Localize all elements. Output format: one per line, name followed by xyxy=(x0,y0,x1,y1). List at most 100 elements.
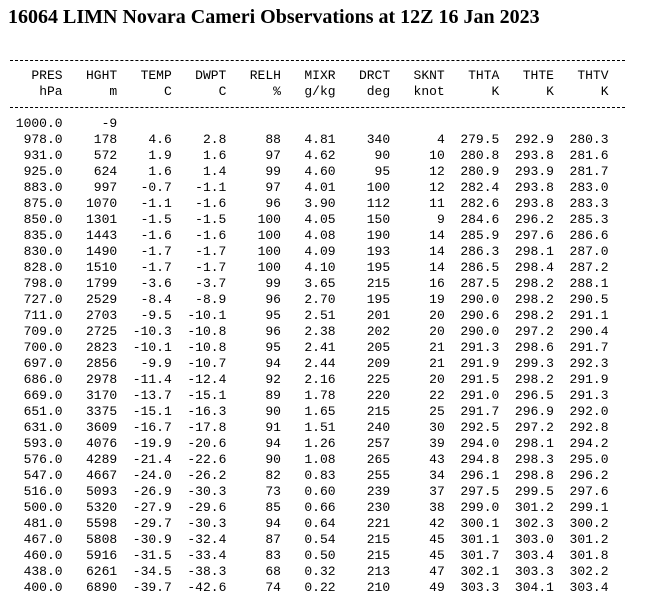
cell: 21 xyxy=(429,356,445,371)
cell: 1490 xyxy=(85,244,118,259)
cell: 2703 xyxy=(85,308,118,323)
cell: 14 xyxy=(429,244,445,259)
cell: 97 xyxy=(265,148,281,163)
cell: 0.50 xyxy=(304,548,336,563)
column-unit: C xyxy=(218,84,227,99)
cell: 190 xyxy=(366,228,391,243)
cell: 178 xyxy=(93,132,118,147)
cell: 828.0 xyxy=(23,260,63,275)
cell: 299.3 xyxy=(514,356,554,371)
column-unit: hPa xyxy=(39,84,63,99)
cell: 298.2 xyxy=(514,276,554,291)
cell: 291.1 xyxy=(569,308,609,323)
cell: 215 xyxy=(366,404,391,419)
data-row: 467.0 5808 -30.9 -32.4 87 0.54 215 45 301.1 303.0… xyxy=(8,532,609,548)
cell: 301.8 xyxy=(569,548,609,563)
cell: 39 xyxy=(429,436,445,451)
cell: 4667 xyxy=(85,468,118,483)
cell: 49 xyxy=(429,580,445,595)
cell: 221 xyxy=(366,516,391,531)
cell: 4.10 xyxy=(304,260,336,275)
cell: 82 xyxy=(265,468,281,483)
cell: 290.6 xyxy=(460,308,500,323)
cell: 5916 xyxy=(85,548,118,563)
cell: 700.0 xyxy=(23,340,63,355)
cell: -27.9 xyxy=(132,500,172,515)
cell: 96 xyxy=(265,196,281,211)
data-row: 727.0 2529 -8.4 -8.9 96 2.70 195 19 290.0 298.2 29… xyxy=(8,292,609,308)
cell: -3.7 xyxy=(195,276,227,291)
cell: 37 xyxy=(429,484,445,499)
units-row: hPa m C C% g/kg deg knot K K K xyxy=(8,84,608,100)
cell: 686.0 xyxy=(23,372,63,387)
cell: 292.0 xyxy=(569,404,609,419)
cell: -39.7 xyxy=(132,580,172,595)
cell: 0.54 xyxy=(304,532,336,547)
cell: 340 xyxy=(366,132,391,147)
cell: -16.3 xyxy=(187,404,227,419)
cell: 303.4 xyxy=(569,580,609,595)
cell: 4.60 xyxy=(304,164,336,179)
cell: -16.7 xyxy=(132,420,172,435)
data-row: 978.0 178 4.6 2.8 88 4.81 340 4 279.5 292.9 280.3 xyxy=(8,132,609,148)
cell: 294.8 xyxy=(460,452,500,467)
cell: 291.3 xyxy=(460,340,500,355)
cell: 1.65 xyxy=(304,404,336,419)
cell: 850.0 xyxy=(23,212,63,227)
cell: 45 xyxy=(429,532,445,547)
cell: 0.83 xyxy=(304,468,336,483)
cell: -1.7 xyxy=(140,260,172,275)
cell: 302.1 xyxy=(460,564,500,579)
cell: 298.2 xyxy=(514,372,554,387)
cell: 4.01 xyxy=(304,180,336,195)
cell: 297.2 xyxy=(514,420,554,435)
cell: 239 xyxy=(366,484,391,499)
page-title: 16064 LIMN Novara Cameri Observations at… xyxy=(8,6,540,28)
cell: 288.1 xyxy=(569,276,609,291)
cell: 301.1 xyxy=(460,532,500,547)
cell: -15.1 xyxy=(187,388,227,403)
cell: 301.2 xyxy=(569,532,609,547)
cell: 100 xyxy=(257,244,281,259)
data-row: 500.0 5320 -27.9 -29.6 85 0.66 230 38 299.0 301.2… xyxy=(8,500,609,516)
cell: -12.4 xyxy=(187,372,227,387)
cell: 978.0 xyxy=(23,132,63,147)
cell: 3170 xyxy=(85,388,118,403)
cell: 9 xyxy=(436,212,445,227)
cell: 2725 xyxy=(85,324,118,339)
cell: 297.2 xyxy=(514,324,554,339)
cell: 931.0 xyxy=(23,148,63,163)
cell: 481.0 xyxy=(23,516,63,531)
cell: 1.78 xyxy=(304,388,336,403)
cell: 291.3 xyxy=(569,388,609,403)
cell: 1.26 xyxy=(304,436,336,451)
cell: 4.08 xyxy=(304,228,336,243)
cell: 303.3 xyxy=(514,564,554,579)
cell: 293.8 xyxy=(514,148,554,163)
cell: 997 xyxy=(93,180,118,195)
cell: 205 xyxy=(366,340,391,355)
cell: -30.9 xyxy=(132,532,172,547)
cell: -9.5 xyxy=(140,308,172,323)
column-header: HGHT xyxy=(85,68,118,83)
cell: 296.9 xyxy=(514,404,554,419)
cell: 2823 xyxy=(85,340,118,355)
cell: 85 xyxy=(265,500,281,515)
cell: 697.0 xyxy=(23,356,63,371)
cell: 90 xyxy=(265,452,281,467)
column-header: MIXR xyxy=(304,68,336,83)
cell: -32.4 xyxy=(187,532,227,547)
cell: 215 xyxy=(366,548,391,563)
cell: -10.1 xyxy=(187,308,227,323)
cell: 304.1 xyxy=(514,580,554,595)
cell: 4 xyxy=(436,132,445,147)
cell: 4.09 xyxy=(304,244,336,259)
cell: 298.1 xyxy=(514,436,554,451)
cell: -1.6 xyxy=(140,228,172,243)
cell: 43 xyxy=(429,452,445,467)
cell: 291.5 xyxy=(460,372,500,387)
cell: -10.7 xyxy=(187,356,227,371)
cell: -29.6 xyxy=(187,500,227,515)
cell: 830.0 xyxy=(23,244,63,259)
cell: 30 xyxy=(429,420,445,435)
